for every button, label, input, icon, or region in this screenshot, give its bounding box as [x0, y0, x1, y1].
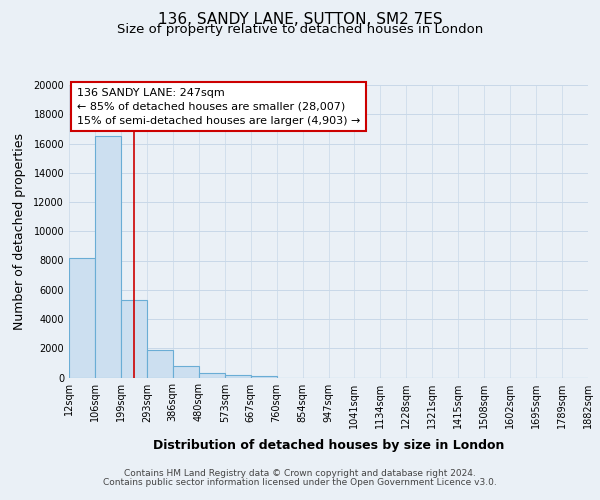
Bar	[147, 350, 173, 378]
Bar	[225, 374, 251, 378]
Bar	[95, 136, 121, 378]
Text: Size of property relative to detached houses in London: Size of property relative to detached ho…	[117, 24, 483, 36]
Bar	[199, 374, 224, 378]
Bar	[69, 258, 95, 378]
Bar	[121, 300, 147, 378]
Bar	[173, 366, 199, 378]
Bar	[251, 376, 277, 378]
Text: Contains HM Land Registry data © Crown copyright and database right 2024.: Contains HM Land Registry data © Crown c…	[124, 469, 476, 478]
Text: 136 SANDY LANE: 247sqm
← 85% of detached houses are smaller (28,007)
15% of semi: 136 SANDY LANE: 247sqm ← 85% of detached…	[77, 88, 360, 126]
Text: Contains public sector information licensed under the Open Government Licence v3: Contains public sector information licen…	[103, 478, 497, 487]
Text: 136, SANDY LANE, SUTTON, SM2 7ES: 136, SANDY LANE, SUTTON, SM2 7ES	[158, 12, 442, 28]
X-axis label: Distribution of detached houses by size in London: Distribution of detached houses by size …	[153, 439, 504, 452]
Y-axis label: Number of detached properties: Number of detached properties	[13, 132, 26, 330]
